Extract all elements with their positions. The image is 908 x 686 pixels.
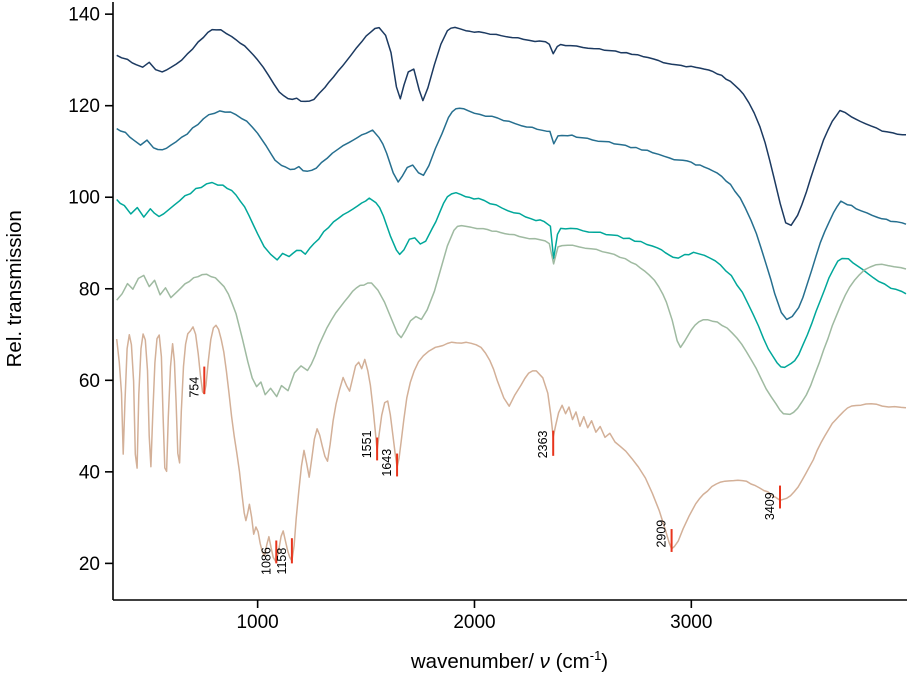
peak-label-754: 754 bbox=[187, 377, 201, 398]
peak-label-2909: 2909 bbox=[655, 520, 669, 548]
y-tick-label: 20 bbox=[79, 554, 100, 575]
x-axis-title: wavenumber/ ν (cm-1) bbox=[410, 648, 608, 673]
y-tick-label: 100 bbox=[68, 188, 100, 209]
x-tick-label: 1000 bbox=[236, 612, 278, 633]
peak-label-1158: 1158 bbox=[275, 548, 289, 575]
y-tick-label: 40 bbox=[79, 462, 100, 483]
y-tick-label: 80 bbox=[79, 279, 100, 300]
y-tick-label: 140 bbox=[68, 5, 100, 26]
y-tick-label: 120 bbox=[68, 96, 100, 117]
spectrum-tan bbox=[115, 324, 907, 564]
spectrum-navy bbox=[116, 26, 907, 227]
peak-label-3409: 3409 bbox=[763, 492, 777, 520]
y-tick-label: 60 bbox=[79, 371, 100, 392]
peak-label-1551: 1551 bbox=[360, 430, 374, 458]
spectrum-steel-blue bbox=[116, 107, 907, 321]
x-tick-label: 2000 bbox=[453, 612, 495, 633]
y-axis-title: Rel. transmission bbox=[3, 210, 26, 367]
spectrum-teal bbox=[116, 181, 907, 369]
peak-label-1643: 1643 bbox=[380, 449, 394, 477]
spectrum-sage bbox=[116, 224, 907, 416]
peak-label-2363: 2363 bbox=[536, 430, 550, 458]
peak-label-1086: 1086 bbox=[259, 547, 273, 575]
x-tick-label: 3000 bbox=[670, 612, 712, 633]
